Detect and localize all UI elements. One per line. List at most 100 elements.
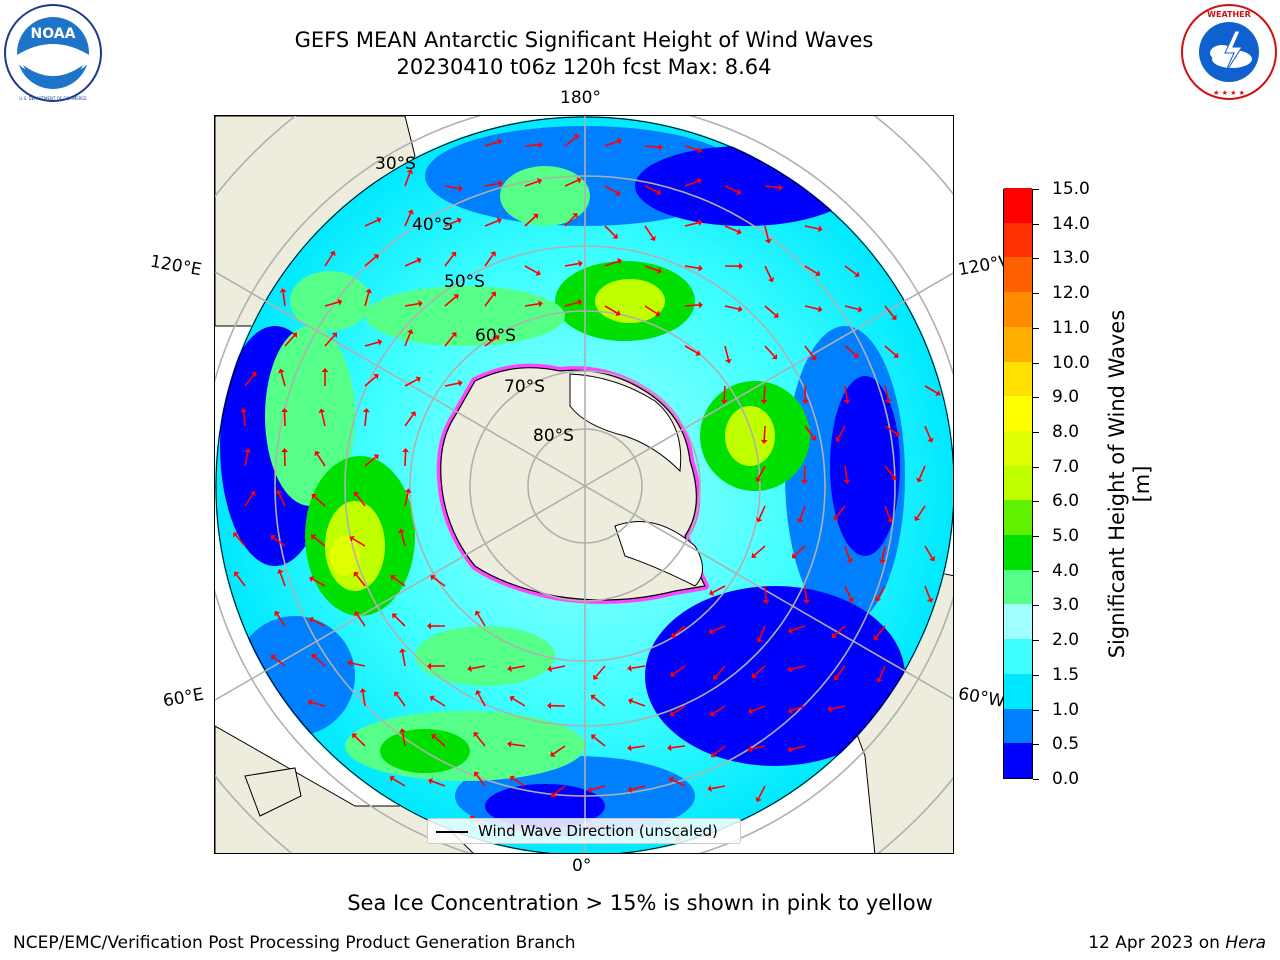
wave-direction-arrowhead <box>843 399 851 404</box>
wave-direction-arrowhead <box>587 786 593 794</box>
map-title: GEFS MEAN Antarctic Significant Height o… <box>294 28 874 52</box>
wave-direction-arrowhead <box>736 188 742 196</box>
wave-direction-arrow <box>834 625 846 636</box>
wave-direction-arrowhead <box>760 439 768 444</box>
wave-direction-arrowhead <box>755 476 762 482</box>
wave-direction-arrowhead <box>392 613 398 619</box>
wave-direction-arrowhead <box>538 141 543 149</box>
wave-direction-arrowhead <box>894 430 901 437</box>
lat-label-30s: 30°S <box>375 154 416 174</box>
wave-direction-arrowhead <box>233 532 239 538</box>
wave-direction-arrowhead <box>827 705 833 713</box>
map-panel[interactable]: 30°S 40°S 50°S 60°S 70°S 80°S <box>214 115 954 854</box>
wave-direction-arrow <box>684 345 698 354</box>
wave-direction-arrow <box>524 144 540 147</box>
wave-direction-arrowhead <box>467 665 472 672</box>
wave-direction-arrow <box>764 345 776 357</box>
wave-direction-arrow <box>875 625 886 638</box>
lat-label-40s: 40°S <box>412 215 453 235</box>
wave-direction-arrow <box>351 662 366 667</box>
wave-direction-arrowhead <box>377 338 383 346</box>
wave-direction-arrowhead <box>402 448 410 453</box>
wave-direction-arrow <box>804 425 814 438</box>
wave-direction-arrowhead <box>698 301 703 309</box>
wave-direction-arrow <box>844 465 848 480</box>
wave-direction-arrow <box>644 225 654 239</box>
wave-direction-arrowhead <box>509 695 515 702</box>
wave-direction-arrow <box>394 615 406 627</box>
wave-direction-arrow <box>757 465 766 479</box>
wave-direction-arrowhead <box>390 574 396 581</box>
wave-direction-arrow <box>804 585 808 601</box>
wave-direction-arrowhead <box>831 632 837 638</box>
wave-direction-arrowhead <box>233 571 240 577</box>
wave-direction-arrow <box>236 574 246 587</box>
wave-direction-arrowhead <box>669 710 676 717</box>
map-subtitle: 20230410 t06z 120h fcst Max: 8.64 <box>396 55 772 79</box>
svg-text:WEATHER: WEATHER <box>1207 10 1251 19</box>
wave-direction-arrow <box>524 303 539 307</box>
wave-direction-arrow <box>484 254 494 267</box>
wave-direction-arrow <box>591 785 606 791</box>
lon-label-120w: 120°W <box>956 251 1010 281</box>
antarctica <box>436 363 709 604</box>
wave-direction-arrow <box>763 425 766 441</box>
wave-direction-arrowhead <box>698 264 703 272</box>
wave-direction-arrow <box>713 745 726 756</box>
colorbar-tick <box>1033 744 1039 746</box>
wave-direction-arrow <box>799 505 806 520</box>
wave-direction-arrow <box>404 378 418 387</box>
wave-direction-arrowhead <box>747 745 753 753</box>
wave-direction-arrowhead <box>406 329 414 335</box>
wave-direction-arrowhead <box>550 751 556 757</box>
wave-direction-arrow <box>404 492 409 507</box>
wave-direction-arrow <box>712 705 726 715</box>
wave-direction-arrow <box>673 665 686 675</box>
wave-direction-arrow <box>844 345 857 356</box>
wave-direction-arrowhead <box>935 389 941 397</box>
wave-direction-arrowhead <box>709 710 716 717</box>
wave-direction-arrow <box>352 538 366 547</box>
wave-direction-arrowhead <box>787 746 793 753</box>
wave-direction-arrowhead <box>736 228 742 235</box>
wave-direction-arrowhead <box>771 353 778 360</box>
wave-direction-arrowhead <box>873 634 880 641</box>
wave-direction-arrowhead <box>627 664 632 672</box>
wave-direction-arrow <box>791 745 806 751</box>
wave-direction-arrowhead <box>240 408 247 413</box>
colorbar-tick-label: 4.0 <box>1052 560 1080 581</box>
wave-direction-arrow <box>404 451 407 467</box>
wave-direction-arrowhead <box>926 597 934 603</box>
wave-direction-arrowhead <box>550 791 556 798</box>
wave-direction-arrowhead <box>708 628 714 635</box>
wave-direction-arrowhead <box>756 517 763 523</box>
wave-direction-arrowhead <box>547 702 552 710</box>
wave-direction-arrow <box>313 536 326 547</box>
footer-date: 12 Apr 2023 on Hera <box>1088 933 1266 953</box>
wave-direction-arrowhead <box>373 254 379 260</box>
wave-direction-arrowhead <box>656 188 662 196</box>
wave-direction-arrow <box>444 296 457 307</box>
wave-direction-arrowhead <box>854 271 860 278</box>
wave-direction-arrowhead <box>713 674 719 680</box>
wave-direction-arrowhead <box>429 695 436 702</box>
wave-direction-arrowhead <box>331 332 337 338</box>
wave-direction-arrow <box>803 465 806 481</box>
wave-direction-arrowhead <box>507 665 512 672</box>
wave-direction-arrow <box>684 221 699 227</box>
wave-direction-arrow <box>524 215 536 227</box>
wave-direction-arrow <box>312 578 326 587</box>
wave-direction-arrowhead <box>497 138 503 146</box>
wave-direction-arrowhead <box>668 776 675 783</box>
wave-direction-arrowhead <box>451 332 457 338</box>
wave-direction-arrow <box>791 625 806 632</box>
wave-direction-arrowhead <box>697 219 703 227</box>
wave-direction-arrowhead <box>767 277 775 283</box>
wave-direction-arrow <box>432 697 446 707</box>
wave-direction-arrow <box>604 140 619 147</box>
wave-direction-arrow <box>551 665 566 670</box>
wave-direction-arrowhead <box>474 610 481 616</box>
wave-direction-arrowhead <box>843 479 851 484</box>
wave-direction-arrowhead <box>810 354 817 361</box>
wave-direction-arrow <box>273 537 286 547</box>
